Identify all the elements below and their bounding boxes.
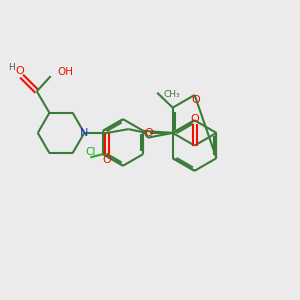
Text: N: N: [80, 128, 88, 138]
Text: O: O: [190, 114, 199, 124]
Text: O: O: [16, 66, 25, 76]
Text: CH₃: CH₃: [164, 90, 180, 99]
Text: OH: OH: [57, 67, 73, 77]
Text: O: O: [192, 95, 200, 105]
Text: O: O: [144, 128, 153, 138]
Text: Cl: Cl: [85, 147, 95, 157]
Text: O: O: [103, 155, 111, 165]
Text: H: H: [8, 63, 15, 72]
